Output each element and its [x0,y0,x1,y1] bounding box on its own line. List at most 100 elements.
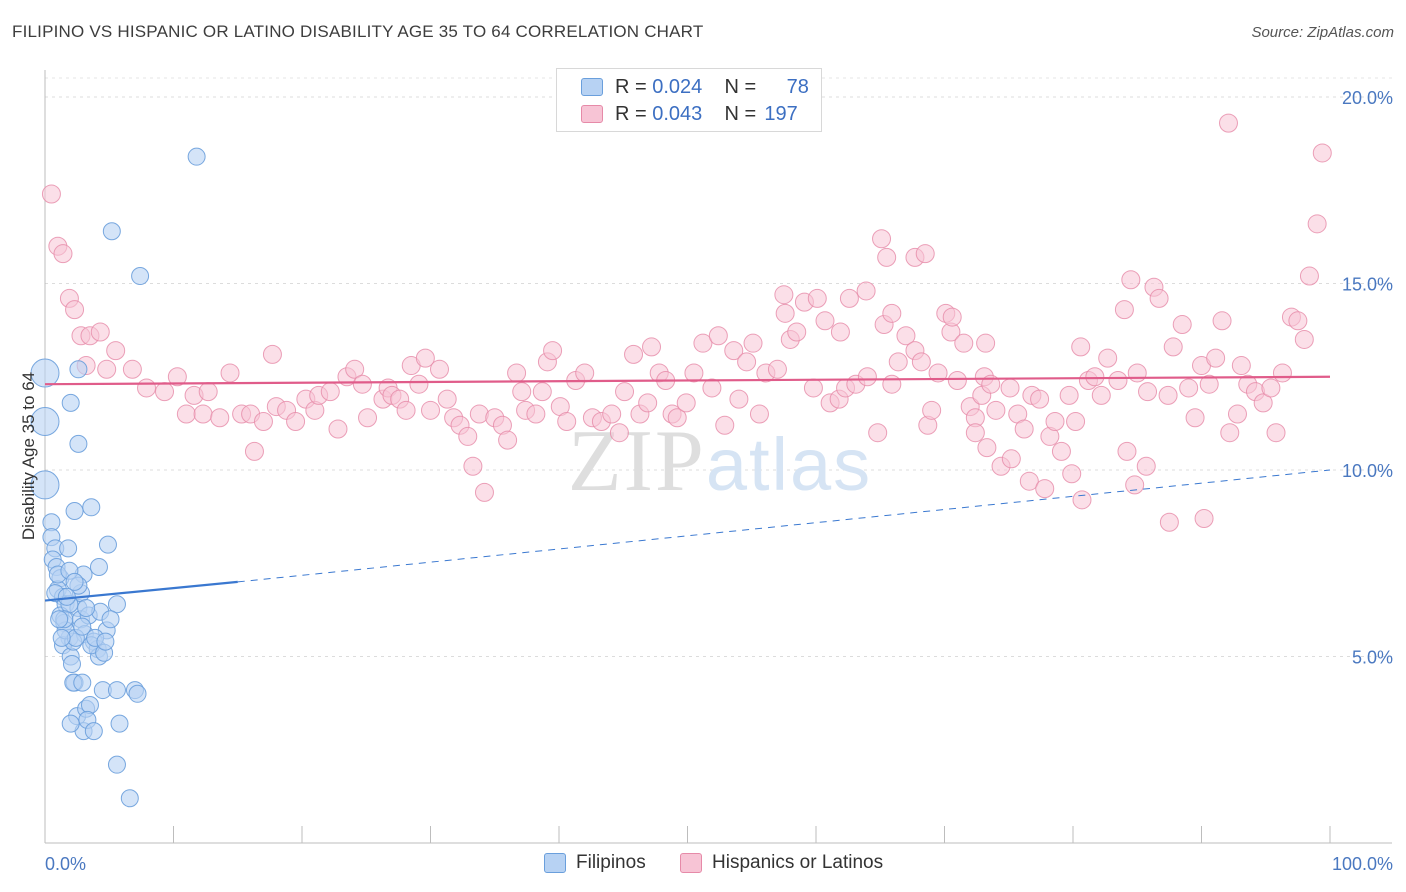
point-hispanics [1071,337,1091,357]
point-hispanics [1299,266,1319,286]
trend-lines [44,375,1331,602]
point-hispanics [396,400,416,420]
point-hispanics [965,423,985,443]
point-hispanics [667,408,687,428]
point-hispanics [198,382,218,402]
point-hispanics [1117,441,1137,461]
point-filipinos [107,755,126,774]
point-filipinos [62,654,81,673]
point-hispanics [543,341,563,361]
point-hispanics [807,288,827,308]
bottom-legend-label-hispanics: Hispanics or Latinos [712,852,884,873]
point-hispanics [53,244,73,264]
point-hispanics [557,412,577,432]
point-hispanics [1261,378,1281,398]
point-hispanics [1194,508,1214,528]
gridlines [45,77,1392,657]
point-filipinos [128,684,147,703]
point-filipinos [120,789,139,808]
point-hispanics [774,285,794,305]
point-hispanics [429,359,449,379]
legend-swatch-hispanics [581,105,603,123]
y-tick-label: 10.0% [1342,461,1393,481]
y-tick-label: 20.0% [1342,88,1393,108]
point-filipinos [73,673,92,692]
point-hispanics [328,419,348,439]
point-filipinos [110,714,129,733]
point-hispanics [1185,408,1205,428]
bottom-legend-label-filipinos: Filipinos [576,852,646,873]
point-hispanics [767,359,787,379]
y-tick-label: 15.0% [1342,275,1393,295]
point-hispanics [463,456,483,476]
point-hispanics [345,359,365,379]
point-filipinos [61,393,80,412]
point-hispanics [474,482,494,502]
point-hispanics [868,423,888,443]
legend-row-filipinos: R = 0.024 N = 78 [581,74,809,100]
tick-labels: 5.0% 10.0% 15.0% 20.0% 0.0% 100.0% [45,88,1393,874]
point-hispanics [358,408,378,428]
point-hispanics [602,404,622,424]
point-hispanics [749,404,769,424]
point-hispanics [286,412,306,432]
point-hispanics [1163,337,1183,357]
point-hispanics [737,352,757,372]
point-hispanics [1199,374,1219,394]
point-hispanics [928,363,948,383]
point-hispanics [1000,378,1020,398]
point-filipinos [187,147,206,166]
point-hispanics [532,382,552,402]
legend-r-value-filipinos: 0.024 [652,75,703,98]
point-hispanics [1019,471,1039,491]
point-hispanics [498,430,518,450]
point-hispanics [1136,456,1156,476]
point-hispanics [1114,300,1134,320]
point-hispanics [1172,315,1192,335]
point-hispanics [676,393,696,413]
point-hispanics [947,370,967,390]
point-hispanics [1098,348,1118,368]
point-hispanics [415,348,435,368]
point-hispanics [1091,385,1111,405]
point-hispanics [1159,512,1179,532]
point-hispanics [320,382,340,402]
bottom-legend-filipinos: Filipinos [544,852,646,874]
watermark: ZIPatlas [568,413,872,510]
point-hispanics [167,367,187,387]
point-hispanics [1138,382,1158,402]
y-tick-label: 5.0% [1352,648,1393,668]
point-hispanics [609,423,629,443]
point-hispanics [856,281,876,301]
point-hispanics [1312,143,1332,163]
point-filipinos [65,502,84,521]
point-hispanics [1212,311,1232,331]
point-filipinos [98,535,117,554]
point-filipinos [52,628,71,647]
point-hispanics [915,244,935,264]
point-filipinos [59,539,78,558]
point-hispanics [803,378,823,398]
point-hispanics [575,363,595,383]
point-hispanics [210,408,230,428]
point-hispanics [896,326,916,346]
point-filipinos [96,632,115,651]
point-hispanics [1266,423,1286,443]
point-hispanics [708,326,728,346]
point-hispanics [437,389,457,409]
point-hispanics [1066,412,1086,432]
point-hispanics [122,359,142,379]
x-tick-label-max: 100.0% [1332,854,1393,874]
point-hispanics [1272,363,1292,383]
point-hispanics [911,352,931,372]
point-hispanics [193,404,213,424]
point-hispanics [857,367,877,387]
point-filipinos [89,557,108,576]
point-filipinos [50,610,69,629]
point-filipinos [30,470,60,500]
trend-hispanics [44,375,1331,386]
point-hispanics [155,382,175,402]
point-hispanics [97,359,117,379]
point-hispanics [220,363,240,383]
